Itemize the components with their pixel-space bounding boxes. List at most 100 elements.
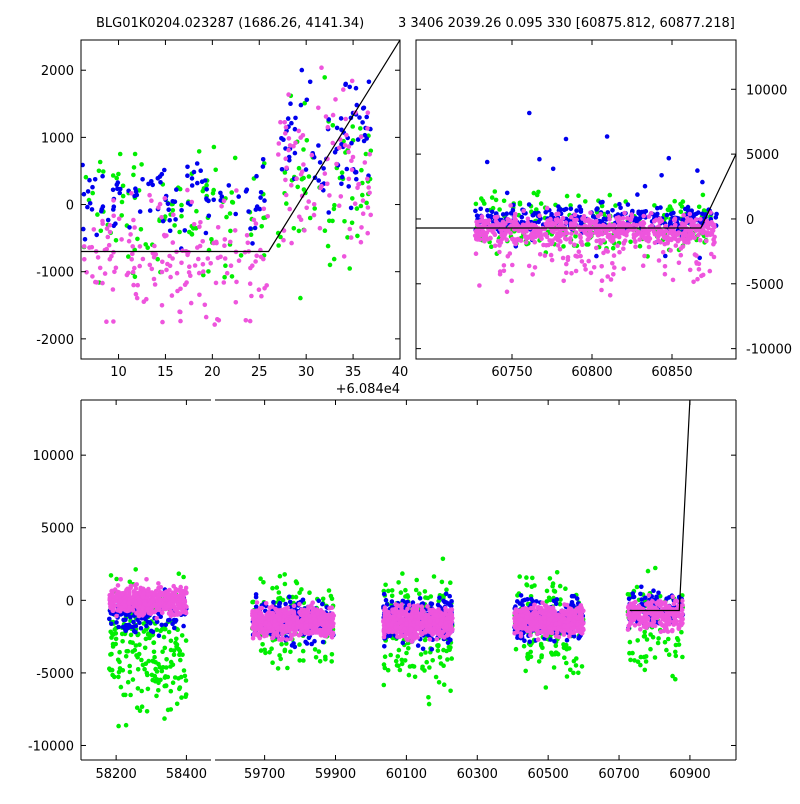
pink-data-point	[334, 162, 339, 167]
pink-data-point	[299, 629, 304, 634]
green-data-point	[323, 228, 328, 233]
green-data-point	[171, 208, 176, 213]
pink-data-point	[180, 593, 185, 598]
green-data-point	[250, 600, 255, 605]
blue-data-point	[233, 212, 238, 217]
green-data-point	[340, 170, 345, 175]
blue-data-point	[179, 208, 184, 213]
pink-data-point	[585, 225, 590, 230]
green-data-point	[130, 649, 135, 654]
green-data-point	[643, 668, 648, 673]
pink-data-point	[319, 65, 324, 70]
blue-data-point	[116, 625, 121, 630]
blue-data-point	[127, 623, 132, 628]
blue-data-point	[211, 198, 216, 203]
blue-data-point	[137, 620, 142, 625]
green-data-point	[120, 200, 125, 205]
pink-data-point	[296, 620, 301, 625]
blue-data-point	[300, 68, 305, 73]
pink-data-point	[176, 611, 181, 616]
pink-data-point	[477, 283, 482, 288]
pink-data-point	[608, 293, 613, 298]
pink-data-point	[283, 178, 288, 183]
green-data-point	[121, 693, 126, 698]
pink-data-point	[171, 584, 176, 589]
pink-data-point	[359, 225, 364, 230]
blue-data-point	[418, 596, 423, 601]
blue-data-point	[636, 210, 641, 215]
green-data-point	[548, 576, 553, 581]
pink-data-point	[223, 256, 228, 261]
green-data-point	[530, 576, 535, 581]
green-data-point	[474, 202, 479, 207]
green-data-point	[183, 674, 188, 679]
blue-data-point	[117, 191, 122, 196]
blue-data-point	[595, 206, 600, 211]
pink-data-point	[501, 227, 506, 232]
green-data-point	[359, 168, 364, 173]
pink-data-point	[572, 243, 577, 248]
blue-data-point	[148, 208, 153, 213]
green-data-point	[222, 275, 227, 280]
pink-data-point	[578, 254, 583, 259]
green-data-point	[138, 708, 143, 713]
green-data-point	[114, 577, 119, 582]
pink-data-point	[366, 110, 371, 115]
pink-data-point	[302, 228, 307, 233]
green-data-point	[407, 673, 412, 678]
green-data-point	[228, 211, 233, 216]
y-tick-label: 2000	[41, 64, 74, 79]
green-data-point	[400, 662, 405, 667]
green-data-point	[174, 637, 179, 642]
pink-data-point	[152, 277, 157, 282]
blue-data-point	[288, 600, 293, 605]
blue-data-point	[627, 597, 632, 602]
pink-data-point	[289, 241, 294, 246]
blue-data-point	[173, 217, 178, 222]
green-data-point	[388, 653, 393, 658]
green-data-point	[139, 658, 144, 663]
pink-data-point	[248, 281, 253, 286]
pink-data-point	[564, 220, 569, 225]
pink-data-point	[554, 218, 559, 223]
pink-data-point	[491, 225, 496, 230]
green-data-point	[307, 174, 312, 179]
pink-data-point	[131, 283, 136, 288]
green-data-point	[179, 695, 184, 700]
pink-data-point	[605, 274, 610, 279]
blue-data-point	[305, 641, 310, 646]
pink-data-point	[316, 106, 321, 111]
pink-data-point	[283, 156, 288, 161]
pink-data-point	[672, 218, 677, 223]
blue-data-point	[236, 194, 241, 199]
pink-data-point	[686, 240, 691, 245]
green-data-point	[399, 590, 404, 595]
green-data-point	[656, 641, 661, 646]
green-data-point	[124, 654, 129, 659]
green-data-point	[562, 655, 567, 660]
blue-data-point	[579, 209, 584, 214]
green-data-point	[628, 240, 633, 245]
pink-data-point	[530, 236, 535, 241]
green-data-point	[239, 253, 244, 258]
green-data-point	[299, 587, 304, 592]
pink-data-point	[711, 237, 716, 242]
pink-data-point	[206, 256, 211, 261]
blue-data-point	[594, 254, 599, 259]
green-data-point	[436, 643, 441, 648]
blue-data-point	[262, 198, 267, 203]
pink-data-point	[614, 216, 619, 221]
pink-data-point	[82, 257, 87, 262]
green-data-point	[632, 658, 637, 663]
pink-data-point	[481, 229, 486, 234]
green-data-point	[139, 227, 144, 232]
pink-data-point	[111, 594, 116, 599]
pink-data-point	[146, 588, 151, 593]
blue-data-point	[605, 134, 610, 139]
pink-data-point	[502, 263, 507, 268]
green-data-point	[101, 169, 106, 174]
pink-data-point	[341, 87, 346, 92]
blue-data-point	[564, 207, 569, 212]
pink-data-point	[299, 217, 304, 222]
